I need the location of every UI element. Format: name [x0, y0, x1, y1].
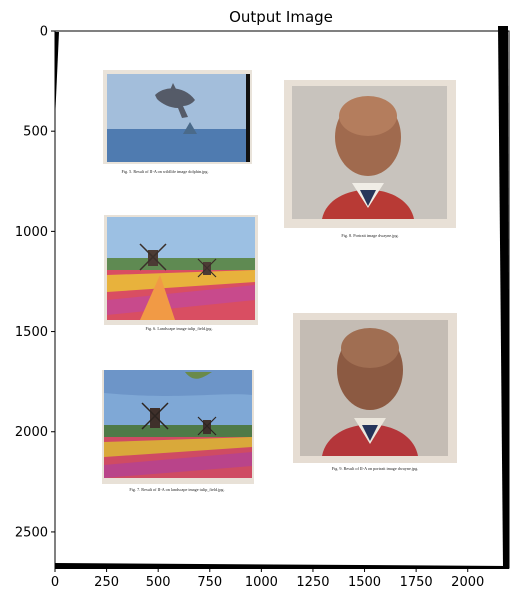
x-tick-label: 0 [51, 575, 59, 590]
x-tick-label: 1750 [400, 575, 433, 590]
chart-title: Output Image [229, 8, 333, 26]
x-tick-label: 1500 [348, 575, 381, 590]
x-tick-label: 2000 [451, 575, 484, 590]
x-tick-label: 750 [197, 575, 222, 590]
caption-fig5: Fig. 5. Result of II-A on wildlife image… [122, 169, 209, 174]
y-tick-label: 2500 [15, 525, 48, 540]
photo-portrait [284, 80, 456, 228]
output-image: Fig. 5. Result of II-A on wildlife image… [55, 26, 509, 569]
photo-tulip-result [102, 370, 254, 484]
photo-dolphin [103, 70, 252, 164]
y-tick-label: 2000 [15, 425, 48, 440]
photo-portrait-result [293, 313, 457, 463]
x-tick-label: 1000 [245, 575, 278, 590]
x-tick-label: 250 [94, 575, 119, 590]
y-tick-label: 1000 [15, 225, 48, 240]
photo-tulip-field [104, 215, 258, 325]
x-tick-label: 1250 [296, 575, 329, 590]
caption-fig7: Fig. 7. Result of II-A on landscape imag… [129, 487, 224, 492]
caption-fig8: Fig. 8. Portrait image dwayne.jpg. [341, 233, 398, 238]
y-tick-label: 1500 [15, 325, 48, 340]
y-tick-label: 0 [40, 25, 48, 40]
y-tick-label: 500 [23, 125, 48, 140]
caption-fig6: Fig. 6. Landscape image tulip_field.jpg. [146, 326, 213, 331]
x-tick-label: 500 [146, 575, 171, 590]
caption-fig9: Fig. 9. Result of II-A on portrait image… [332, 466, 419, 471]
x-axis: 0 250 500 750 1000 1250 1500 1750 2000 [51, 568, 484, 590]
y-axis: 0 500 1000 1500 2000 2500 [15, 25, 55, 541]
